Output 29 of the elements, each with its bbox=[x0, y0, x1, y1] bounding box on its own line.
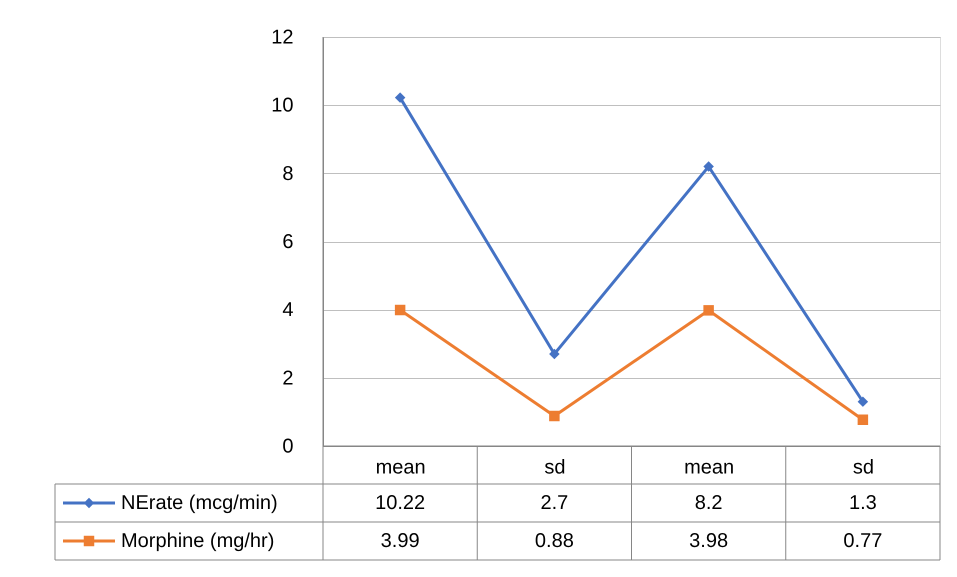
data-label: 0.88 bbox=[534, 530, 574, 552]
point bbox=[394, 92, 406, 103]
legend-label: NErate (mcg/min) bbox=[121, 492, 278, 514]
x-tick-label: sd bbox=[852, 456, 874, 478]
legend-label: Morphine (mg/hr) bbox=[121, 530, 274, 552]
y-tick-label: 10 bbox=[271, 94, 294, 117]
data-label: 2.7 bbox=[540, 492, 568, 514]
x-tick-label: mean bbox=[684, 456, 734, 478]
x-tick-label: mean bbox=[376, 456, 426, 478]
point bbox=[858, 414, 868, 425]
y-tick-label: 0 bbox=[282, 436, 294, 458]
x-tick-label: sd bbox=[544, 456, 566, 478]
data-label: 3.99 bbox=[380, 530, 420, 552]
data-label: 1.3 bbox=[848, 492, 877, 514]
data-label: 10.22 bbox=[375, 492, 426, 514]
y-tick-label: 6 bbox=[282, 231, 294, 253]
y-tick-label: 4 bbox=[282, 299, 294, 322]
data-label: 8.2 bbox=[694, 492, 723, 514]
point bbox=[858, 396, 868, 407]
point bbox=[394, 304, 406, 316]
point bbox=[549, 410, 560, 422]
point bbox=[703, 161, 714, 172]
point bbox=[703, 305, 714, 316]
y-tick-label: 8 bbox=[282, 162, 294, 185]
y-tick-label: 2 bbox=[282, 367, 294, 390]
y-tick-label: 12 bbox=[271, 26, 294, 48]
data-label: 0.77 bbox=[843, 530, 882, 552]
data-label: 3.98 bbox=[689, 530, 728, 552]
point bbox=[549, 348, 560, 360]
